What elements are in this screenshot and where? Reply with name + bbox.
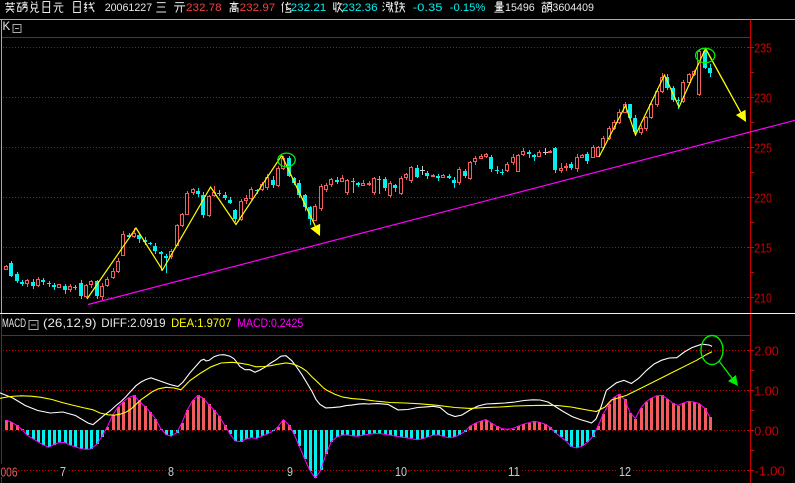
svg-text:232.36: 232.36 (342, 2, 378, 14)
svg-text:MACD: MACD (2, 316, 26, 330)
svg-text:3604409: 3604409 (552, 2, 594, 14)
svg-text:12: 12 (619, 465, 631, 479)
svg-text:8: 8 (168, 465, 174, 479)
svg-text:20061227: 20061227 (105, 2, 153, 14)
svg-text:235: 235 (754, 42, 772, 56)
svg-text:K: K (3, 21, 11, 33)
svg-text:MACD:0.2425: MACD:0.2425 (237, 316, 303, 330)
svg-text:215: 215 (754, 242, 772, 256)
svg-text:1.00: 1.00 (754, 385, 779, 399)
svg-text:7: 7 (60, 465, 66, 479)
svg-text:9: 9 (287, 465, 293, 479)
svg-text:11: 11 (508, 465, 520, 479)
svg-text:-0.15%: -0.15% (450, 2, 486, 14)
svg-text:006: 006 (1, 465, 18, 479)
svg-text:10: 10 (395, 465, 407, 479)
svg-text:232.78: 232.78 (186, 2, 222, 14)
svg-text:(26,12,9): (26,12,9) (43, 316, 97, 330)
svg-text:DIFF:2.0919: DIFF:2.0919 (101, 316, 166, 330)
svg-text:232.21: 232.21 (291, 2, 327, 14)
svg-text:0.00: 0.00 (754, 425, 779, 439)
svg-text:225: 225 (754, 142, 772, 156)
svg-text:2.00: 2.00 (754, 345, 779, 359)
svg-text:-0.35: -0.35 (413, 2, 443, 14)
svg-text:15496: 15496 (505, 2, 535, 14)
svg-text:-1.00: -1.00 (754, 465, 785, 479)
svg-text:210: 210 (754, 292, 772, 306)
svg-text:232.97: 232.97 (240, 2, 276, 14)
svg-text:220: 220 (754, 192, 772, 206)
svg-text:DEA:1.9707: DEA:1.9707 (171, 316, 232, 330)
svg-text:230: 230 (754, 92, 772, 106)
